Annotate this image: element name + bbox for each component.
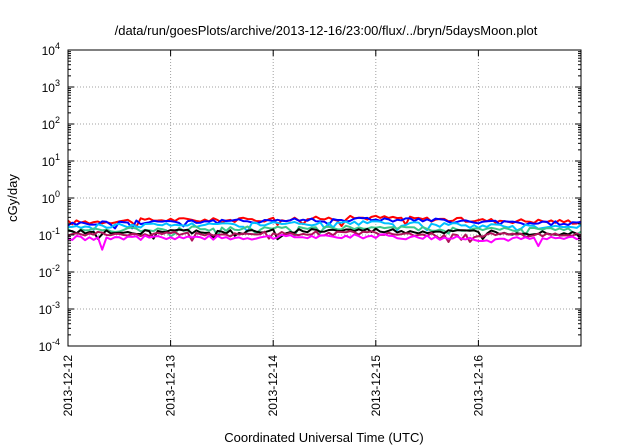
- y-tick-labels: 10-4 10-3 10-2 10-1 100 101 102 103 104: [39, 41, 60, 354]
- series-line-4: [67, 227, 582, 241]
- x-tick-label: 2013-12-12: [61, 355, 75, 417]
- chart-title: /data/run/goesPlots/archive/2013-12-16/2…: [115, 23, 538, 38]
- y-tick-label: 10-3: [39, 300, 60, 317]
- y-tick-label: 102: [42, 115, 60, 132]
- x-tick-label: 2013-12-13: [164, 355, 178, 417]
- y-tick-label: 101: [42, 152, 60, 169]
- x-tick-label: 2013-12-14: [266, 355, 280, 417]
- y-tick-label: 10-2: [39, 263, 60, 280]
- grid: [68, 50, 581, 346]
- x-tick-label: 2013-12-16: [471, 355, 485, 417]
- x-tick-label: 2013-12-15: [369, 355, 383, 417]
- x-axis-title: Coordinated Universal Time (UTC): [224, 430, 423, 445]
- y-tick-label: 104: [42, 41, 60, 58]
- series-lines: [67, 214, 582, 251]
- series-line-3: [67, 224, 582, 238]
- x-tick-labels: 2013-12-12 2013-12-13 2013-12-14 2013-12-15…: [61, 355, 485, 417]
- y-tick-label: 10-1: [39, 226, 60, 243]
- series-line-1: [67, 216, 582, 230]
- y-tick-label: 103: [42, 78, 60, 95]
- series-line-6: [67, 233, 582, 251]
- y-tick-label: 100: [42, 189, 60, 206]
- y-axis-title: cGy/day: [5, 174, 20, 222]
- y-tick-label: 10-4: [39, 337, 60, 354]
- plot-frame: [67, 49, 582, 347]
- axis-ticks: [67, 49, 581, 347]
